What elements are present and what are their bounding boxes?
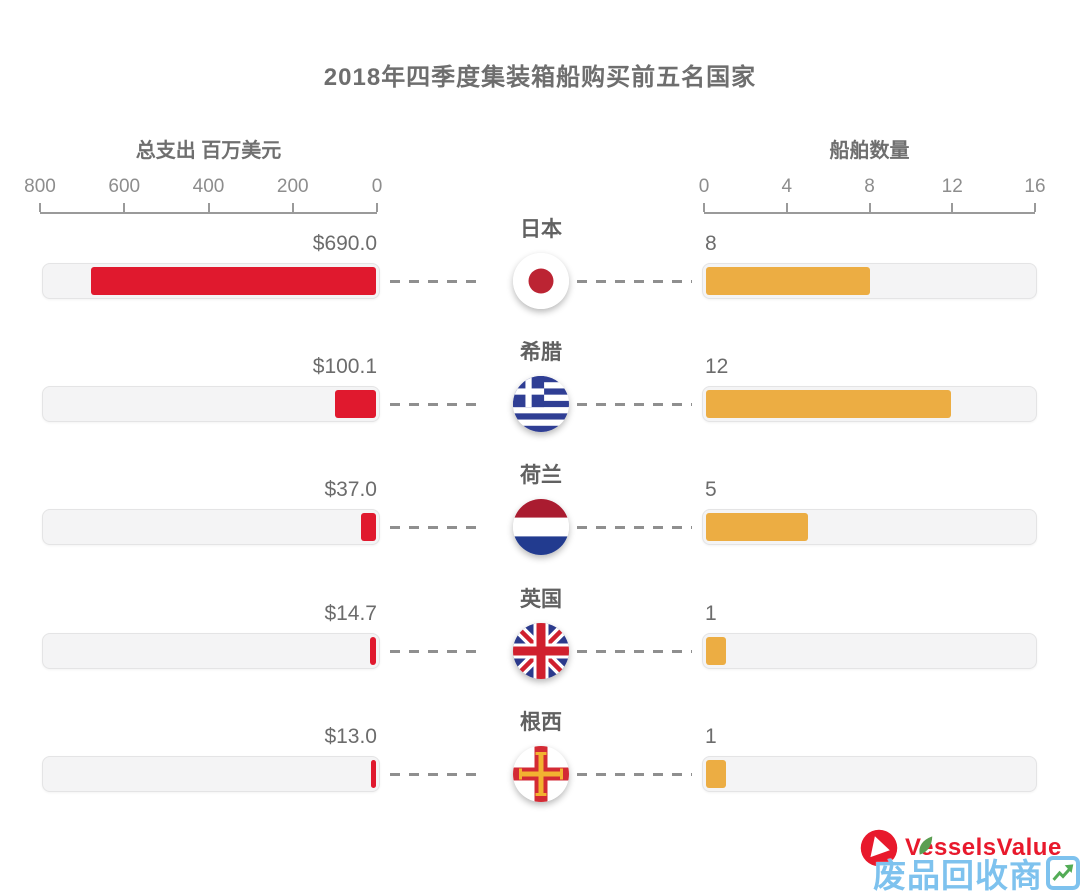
right-axis-ruler: [703, 202, 1036, 214]
country-name: 希腊: [520, 341, 562, 364]
flag-greece-icon: [513, 376, 569, 432]
watermark-text: 废品回收商: [873, 857, 1043, 894]
country-name: 英国: [520, 588, 562, 611]
country-row-uk: 英国 $14.7 1: [0, 588, 1080, 713]
left-axis-tick: 800: [24, 176, 56, 197]
dashed-connector: [390, 280, 478, 283]
right-axis-tick: 0: [698, 176, 710, 197]
spend-bar: [334, 390, 376, 418]
right-axis-tick: 8: [864, 176, 875, 197]
ships-bar-track: [702, 386, 1037, 422]
left-axis-ruler: [39, 202, 378, 214]
ships-bar: [706, 637, 727, 665]
right-axis-tick: 16: [1024, 176, 1046, 197]
ships-value: 1: [705, 725, 717, 748]
ships-bar: [706, 267, 870, 295]
spend-bar-track: [42, 633, 380, 669]
country-name: 荷兰: [520, 464, 562, 487]
ships-value: 1: [705, 602, 717, 625]
flag-netherlands-icon: [513, 499, 569, 555]
ships-bar-track: [702, 263, 1037, 299]
country-name: 根西: [520, 711, 562, 734]
dashed-connector: [390, 403, 478, 406]
right-axis-tick: 4: [781, 176, 793, 197]
left-axis-title: 总支出 百万美元: [135, 140, 282, 162]
spend-bar: [360, 513, 376, 541]
left-axis-tick: 400: [192, 176, 225, 197]
ships-bar-track: [702, 633, 1037, 669]
watermark: 废品回收商: [873, 836, 1080, 895]
country-name: 日本: [520, 218, 562, 241]
right-axis-title: 船舶数量: [829, 140, 910, 162]
country-row-guernsey: 根西 $13.0 1: [0, 711, 1080, 836]
country-row-japan: 日本 $690.0 8: [0, 218, 1080, 343]
spend-bar-track: [42, 509, 380, 545]
chart-title: 2018年四季度集装箱船购买前五名国家: [323, 64, 757, 91]
spend-bar: [370, 760, 376, 788]
spend-bar-track: [42, 756, 380, 792]
dashed-connector: [577, 773, 692, 776]
left-axis-tick: 600: [108, 176, 141, 197]
left-axis: 800 600 400 200 0: [24, 176, 382, 214]
spend-value: $690.0: [312, 232, 377, 255]
ships-bar: [706, 760, 727, 788]
spend-value: $14.7: [324, 602, 377, 625]
flag-japan-icon: [513, 253, 569, 309]
spend-value: $100.1: [312, 355, 377, 378]
spend-bar: [91, 267, 376, 295]
spend-bar-track: [42, 263, 380, 299]
flag-uk-icon: [513, 623, 569, 679]
dashed-connector: [577, 403, 692, 406]
flag-guernsey-icon: [513, 746, 569, 802]
ships-value: 8: [705, 232, 717, 255]
ships-value: 5: [705, 478, 717, 501]
vesselsvalue-logo-icon: [860, 829, 898, 867]
ships-bar-track: [702, 756, 1037, 792]
right-axis-tick: 12: [941, 176, 963, 197]
dashed-connector: [390, 526, 478, 529]
dashed-connector: [577, 526, 692, 529]
spend-value: $13.0: [324, 725, 377, 748]
dashed-connector: [577, 650, 692, 653]
dashed-connector: [390, 650, 478, 653]
right-axis: 0 4 8 12 16: [699, 176, 1046, 214]
dashed-connector: [577, 280, 692, 283]
trend-arrow-icon: [1046, 856, 1080, 890]
ships-value: 12: [705, 355, 729, 378]
ships-bar: [706, 513, 809, 541]
spend-bar-track: [42, 386, 380, 422]
country-row-netherlands: 荷兰 $37.0 5: [0, 464, 1080, 589]
spend-bar: [369, 637, 376, 665]
ships-bar-track: [702, 509, 1037, 545]
left-axis-tick: 200: [276, 176, 309, 197]
dashed-connector: [390, 773, 478, 776]
leaf-icon: [919, 836, 933, 855]
spend-value: $37.0: [324, 478, 377, 501]
ships-bar: [706, 390, 952, 418]
left-axis-tick: 0: [371, 176, 383, 197]
country-row-greece: 希腊 $100.1 12: [0, 341, 1080, 466]
